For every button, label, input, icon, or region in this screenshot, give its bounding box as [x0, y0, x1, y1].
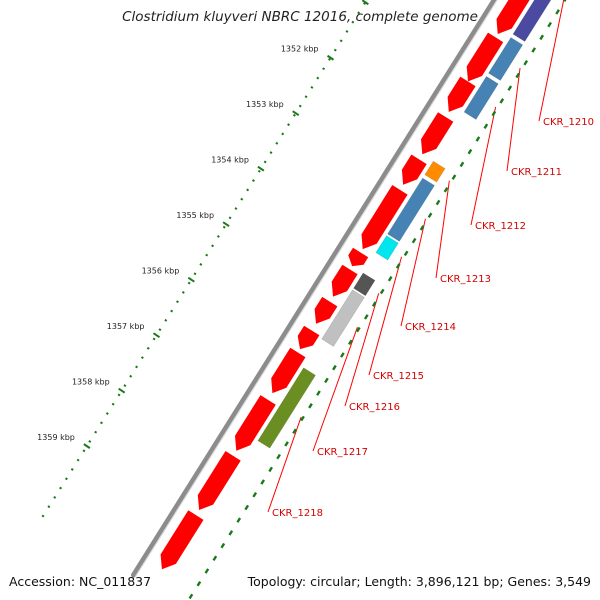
- gene-label-leader: [470, 106, 497, 226]
- gene-label-leader: [400, 218, 426, 327]
- gene-block: [387, 177, 435, 242]
- gene-label: CKR_1212: [475, 221, 526, 232]
- gene-label: CKR_1213: [440, 274, 491, 285]
- gene-block: [463, 75, 499, 120]
- gene-block: [424, 160, 446, 183]
- cds-arrow: [197, 451, 241, 510]
- kbp-tick: [152, 332, 161, 338]
- gene-label-leader: [344, 293, 380, 407]
- cds-arrow: [235, 395, 276, 451]
- kbp-label: 1353 kbp: [246, 100, 284, 109]
- gene-label-leader: [368, 256, 403, 376]
- gene-label: CKR_1214: [405, 322, 456, 333]
- gene-label-leader: [312, 327, 358, 452]
- gene-block: [257, 367, 316, 449]
- kbp-label: 1359 kbp: [37, 433, 75, 442]
- kbp-label: 1358 kbp: [72, 378, 110, 387]
- accession-text: Accession: NC_011837: [9, 574, 152, 589]
- kbp-tick: [257, 165, 265, 172]
- kbp-tick: [292, 110, 300, 117]
- cds-arrow: [314, 296, 338, 324]
- gene-block: [321, 289, 365, 347]
- map-title: Clostridium kluyveri NBRC 12016, complet…: [122, 9, 478, 25]
- cds-arrow: [331, 264, 358, 297]
- kbp-tick: [187, 276, 195, 283]
- cds-arrow: [447, 76, 476, 112]
- gene-label: CKR_1211: [511, 167, 562, 178]
- gene-label-leader: [538, 0, 565, 122]
- gene-block: [512, 0, 552, 42]
- backbone-ring: [130, 0, 498, 578]
- cds-arrow: [160, 510, 204, 570]
- gene-label: CKR_1216: [349, 402, 400, 413]
- cds-arrow: [348, 247, 369, 267]
- gene-label-leader: [435, 180, 450, 279]
- cds-arrow: [421, 112, 454, 155]
- kbp-tick: [361, 0, 369, 6]
- kbp-tick: [222, 221, 230, 228]
- backbone-highlight: [135, 0, 498, 577]
- gene-block: [353, 272, 376, 297]
- kbp-label: 1355 kbp: [176, 211, 214, 220]
- gene-label: CKR_1218: [272, 508, 323, 519]
- cds-arrow: [297, 325, 320, 350]
- cds-arrow: [271, 347, 306, 394]
- cds-arrow: [466, 32, 504, 82]
- gene-block: [488, 37, 524, 81]
- gene-label: CKR_1215: [373, 371, 424, 382]
- cds-arrow: [496, 0, 530, 34]
- kbp-tick: [326, 54, 335, 61]
- gene-block: [375, 235, 399, 261]
- outer-tick-ring: [187, 0, 567, 600]
- kbp-tick: [83, 443, 91, 449]
- kbp-tick: [118, 387, 126, 394]
- kbp-label: 1352 kbp: [281, 45, 319, 54]
- kbp-scale-line: [41, 0, 369, 519]
- cds-arrow: [361, 185, 408, 250]
- gene-label-leader: [506, 67, 521, 172]
- gene-label-leader: [267, 416, 302, 513]
- gene-label: CKR_1210: [543, 117, 594, 128]
- topology-summary: Topology: circular; Length: 3,896,121 bp…: [247, 574, 591, 589]
- kbp-label: 1356 kbp: [142, 267, 180, 276]
- cds-arrow: [401, 154, 427, 185]
- kbp-label: 1354 kbp: [211, 156, 249, 165]
- gene-label: CKR_1217: [317, 447, 368, 458]
- kbp-label: 1357 kbp: [107, 322, 145, 331]
